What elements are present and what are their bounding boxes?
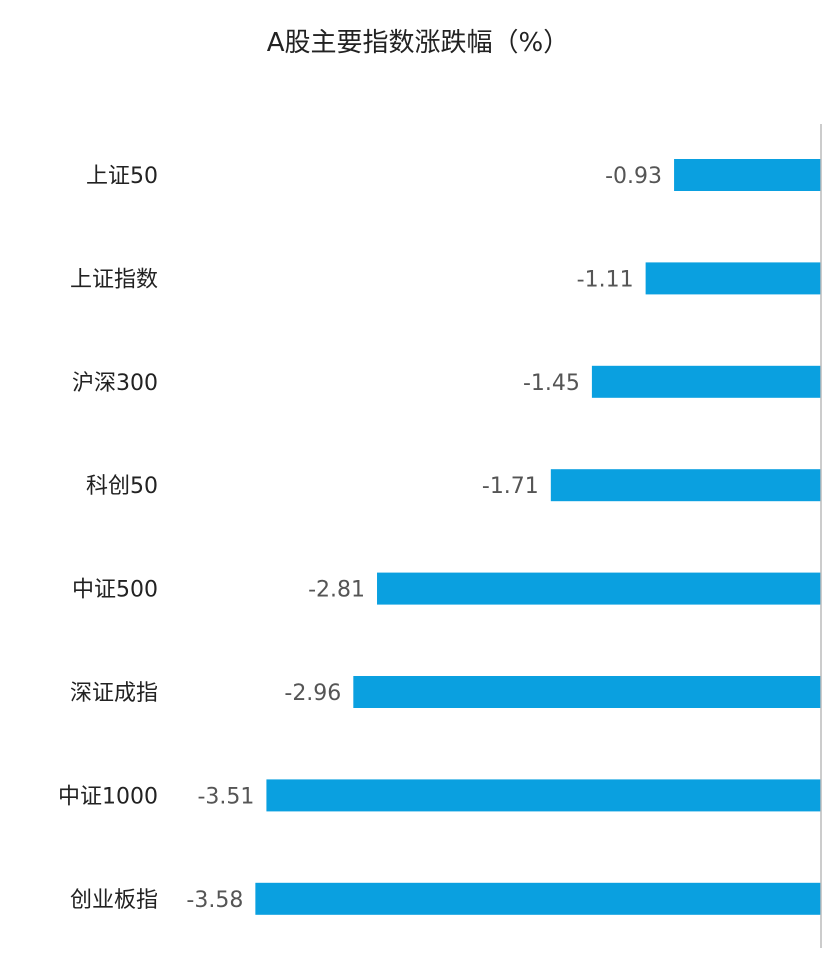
category-label-6: 中证1000 — [58, 784, 158, 809]
bar-4 — [377, 572, 821, 605]
category-label-4: 中证500 — [72, 578, 158, 603]
category-label-7: 创业板指 — [70, 888, 158, 913]
category-label-2: 沪深300 — [72, 371, 158, 396]
value-label-1: -1.11 — [577, 267, 634, 292]
labels-layer: -0.93 上证50 -1.11 上证指数 -1.45 沪深300 -1.71 科创50 -2.… — [58, 164, 662, 913]
value-label-5: -2.96 — [284, 681, 341, 706]
value-label-6: -3.51 — [197, 784, 254, 809]
category-label-0: 上证50 — [86, 164, 158, 189]
bar-2 — [591, 365, 821, 398]
bar-5 — [353, 676, 821, 708]
bars-layer — [255, 159, 822, 915]
value-label-3: -1.71 — [482, 474, 539, 499]
value-label-2: -1.45 — [523, 371, 580, 396]
category-label-5: 深证成指 — [70, 681, 158, 706]
bar-3 — [550, 469, 821, 502]
bar-6 — [266, 779, 821, 812]
category-label-1: 上证指数 — [70, 267, 158, 292]
bar-7 — [255, 882, 822, 915]
value-label-7: -3.58 — [186, 888, 243, 913]
chart-title: A股主要指数涨跌幅（%） — [266, 28, 570, 58]
value-label-4: -2.81 — [308, 578, 365, 603]
bar-0 — [674, 159, 821, 191]
category-label-3: 科创50 — [86, 474, 158, 499]
bar-1 — [645, 262, 821, 295]
value-label-0: -0.93 — [605, 164, 662, 189]
